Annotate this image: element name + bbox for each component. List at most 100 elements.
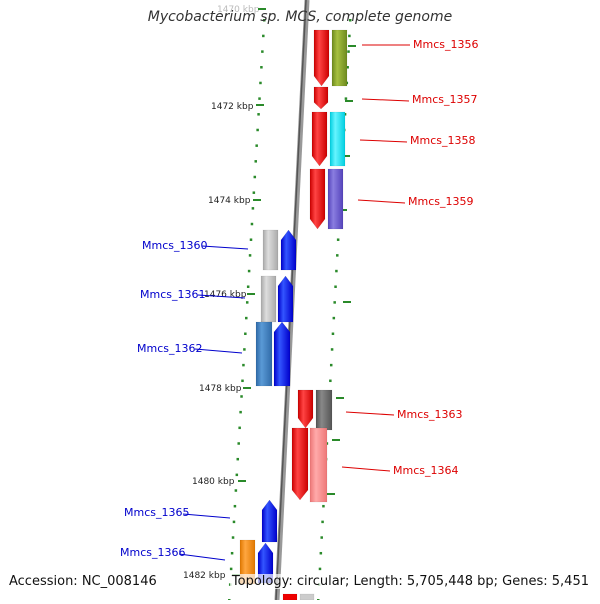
tick-dot-right — [329, 363, 333, 367]
tick-dot-left — [259, 81, 262, 85]
gene-label-mmcs-1363[interactable]: Mmcs_1363 — [397, 408, 462, 421]
accession-text: Accession: NC_008146 — [9, 574, 157, 589]
gene-arrow-mmcs-1358[interactable] — [311, 111, 328, 167]
tick-dot-left — [254, 160, 257, 163]
gene-label-leader — [197, 294, 246, 299]
gene-arrow-mmcs-1360[interactable] — [280, 229, 297, 271]
tick-dot-left — [249, 238, 253, 241]
tick-dot-left — [252, 191, 256, 194]
tick-dot-right — [333, 301, 336, 304]
tick-dot-left — [250, 222, 254, 226]
tick-dot-right — [322, 504, 325, 508]
gene-cog-box-mmcs-1362[interactable] — [255, 321, 273, 387]
tick-dot-left — [246, 285, 250, 288]
tick-dot-left — [255, 144, 258, 147]
tick-dot-left — [243, 348, 246, 351]
gene-arrow-mmcs-1361[interactable] — [277, 275, 294, 323]
gene-label-leader — [182, 513, 231, 519]
tick-dot-right — [348, 34, 351, 38]
gene-label-mmcs-1356[interactable]: Mmcs_1356 — [413, 38, 478, 51]
tick-dot-right — [334, 285, 337, 288]
genome-title: Mycobacterium sp. MCS, complete genome — [147, 9, 453, 25]
gene-label-mmcs-1360[interactable]: Mmcs_1360 — [142, 239, 207, 252]
tick-dot-right — [321, 520, 324, 524]
tick-dot-right — [343, 113, 347, 116]
gene-label-mmcs-1362[interactable]: Mmcs_1362 — [137, 342, 202, 355]
tick-dot-left — [247, 269, 251, 273]
tick-dot-left — [260, 66, 263, 69]
tick-dot-right — [347, 50, 350, 53]
tick-dot-left — [262, 34, 265, 38]
tick-dot-left — [263, 19, 266, 22]
tick-dot-left — [251, 207, 255, 210]
tick-dot-left — [233, 504, 237, 508]
gene-label-mmcs-1364[interactable]: Mmcs_1364 — [393, 464, 458, 477]
tick-dot-left — [237, 442, 240, 445]
gene-arrow-mmcs-1362[interactable] — [273, 321, 291, 387]
tick-dot-left — [253, 175, 257, 179]
gene-cog-box-mmcs-1364[interactable] — [309, 427, 328, 503]
axis-tick-label: 1480 kbp — [192, 477, 235, 487]
tick-dot-left — [238, 426, 241, 430]
gene-label-mmcs-1365[interactable]: Mmcs_1365 — [124, 506, 189, 519]
tick-dot-left — [236, 457, 240, 461]
gene-cog-box-mmcs-1363[interactable] — [315, 389, 333, 431]
gene-label-mmcs-1361[interactable]: Mmcs_1361 — [140, 288, 205, 301]
gene-cog-box-mmcs-1356[interactable] — [331, 29, 348, 87]
tick-dot-left — [245, 316, 248, 320]
gene-arrow-mmcs-1357[interactable] — [313, 86, 329, 110]
tick-dot-left — [240, 395, 243, 398]
gene-cog-box-mmcs-1359[interactable] — [327, 168, 344, 230]
gene-label-leader — [359, 139, 408, 143]
axis-tick-label: 1470 kbp — [217, 5, 260, 15]
tick-dot-right — [332, 316, 336, 320]
tick-dot-left — [257, 113, 260, 116]
tick-dot-right — [336, 254, 339, 257]
gene-label-mmcs-1358[interactable]: Mmcs_1358 — [410, 134, 475, 147]
gene-arrow-mmcs-1359[interactable] — [309, 168, 326, 230]
tick-dot-left — [242, 363, 245, 367]
tick-dot-left — [258, 97, 261, 100]
gene-arrow-mmcs-1356[interactable] — [313, 29, 330, 87]
gene-label-leader — [361, 98, 410, 102]
tick-dot-right — [318, 567, 322, 571]
gene-label-leader — [345, 411, 395, 416]
gene-arrow-mmcs-1365[interactable] — [261, 499, 278, 543]
tick-dot-left — [256, 128, 259, 132]
tick-dot-left — [261, 50, 264, 53]
gene-label-leader — [178, 553, 226, 561]
tick-dot-left — [232, 520, 236, 524]
gene-label-mmcs-1366[interactable]: Mmcs_1366 — [120, 546, 185, 559]
tick-dot-right — [329, 379, 332, 383]
axis-tick-label: 1476 kbp — [204, 290, 247, 300]
tick-dot-left — [241, 379, 244, 383]
tick-dot-right — [319, 551, 323, 555]
tick-dot-left — [245, 301, 249, 304]
gene-partial-bottom[interactable] — [282, 593, 298, 601]
gene-label-mmcs-1357[interactable]: Mmcs_1357 — [412, 93, 477, 106]
gene-label-leader — [357, 199, 406, 204]
gene-cog-box-mmcs-1360[interactable] — [262, 229, 279, 271]
gene-arrow-mmcs-1363a[interactable] — [297, 389, 314, 429]
gene-label-leader — [194, 348, 243, 354]
tick-dot-left — [234, 489, 238, 492]
tick-dot-left — [248, 254, 252, 257]
tick-dot-left — [239, 410, 242, 414]
gene-label-leader — [201, 245, 249, 250]
tick-dot-right — [344, 97, 348, 100]
tick-dot-left — [230, 551, 234, 555]
tick-dot-left — [229, 567, 233, 571]
tick-dot-left — [231, 536, 235, 539]
tick-dot-left — [244, 332, 247, 336]
axis-tick-label: 1482 kbp — [183, 571, 226, 581]
gene-cog-box-mmcs-1358[interactable] — [329, 111, 346, 167]
axis-tick-label: 1478 kbp — [199, 384, 242, 394]
gene-label-mmcs-1359[interactable]: Mmcs_1359 — [408, 195, 473, 208]
gene-partial-bottom[interactable] — [299, 593, 315, 601]
axis-tick-label: 1474 kbp — [208, 196, 251, 206]
gene-cog-box-mmcs-1361[interactable] — [260, 275, 277, 323]
tick-dot-right — [335, 269, 338, 273]
gene-arrow-mmcs-1364[interactable] — [291, 427, 309, 501]
